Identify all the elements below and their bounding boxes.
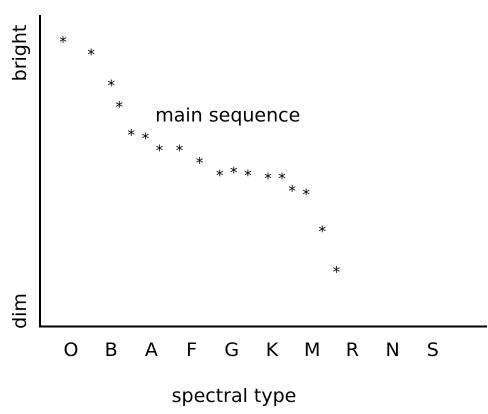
annotations: main sequence (155, 105, 300, 127)
data-point-8: * (176, 142, 184, 160)
x-tick-label-m: M (304, 339, 320, 361)
x-tick-label-o: O (64, 339, 79, 361)
x-axis-title: spectral type (172, 385, 297, 407)
data-point-12: * (244, 167, 252, 185)
x-tick-label-r: R (346, 339, 359, 361)
y-axis-high-label: bright (9, 25, 31, 82)
data-point-6: * (142, 129, 150, 147)
x-tick-label-k: K (266, 339, 279, 361)
data-point-1: * (59, 33, 67, 51)
data-point-4: * (115, 98, 123, 116)
data-point-9: * (196, 154, 204, 172)
x-tick-label-s: S (427, 339, 439, 361)
data-point-13: * (264, 170, 272, 188)
x-tick-label-g: G (224, 339, 239, 361)
data-point-16: * (302, 185, 310, 203)
data-point-17: * (319, 223, 327, 241)
data-point-7: * (156, 142, 164, 160)
x-tick-label-n: N (385, 339, 399, 361)
x-tick-label-a: A (145, 339, 158, 361)
data-point-3: * (107, 76, 115, 94)
data-point-15: * (288, 182, 296, 200)
data-point-10: * (216, 167, 224, 185)
data-point-14: * (278, 170, 286, 188)
data-points: ***** ** *** * * * ** *** (59, 33, 340, 281)
x-tick-label-b: B (105, 339, 118, 361)
x-tick-label-f: F (186, 339, 197, 361)
data-point-2: * (87, 45, 95, 63)
annotation-main-sequence: main sequence (155, 105, 300, 127)
y-axis-low-label: dim (9, 293, 31, 329)
data-point-5: * (128, 126, 136, 144)
data-point-18: * (333, 263, 341, 281)
data-point-11: * (230, 164, 238, 182)
